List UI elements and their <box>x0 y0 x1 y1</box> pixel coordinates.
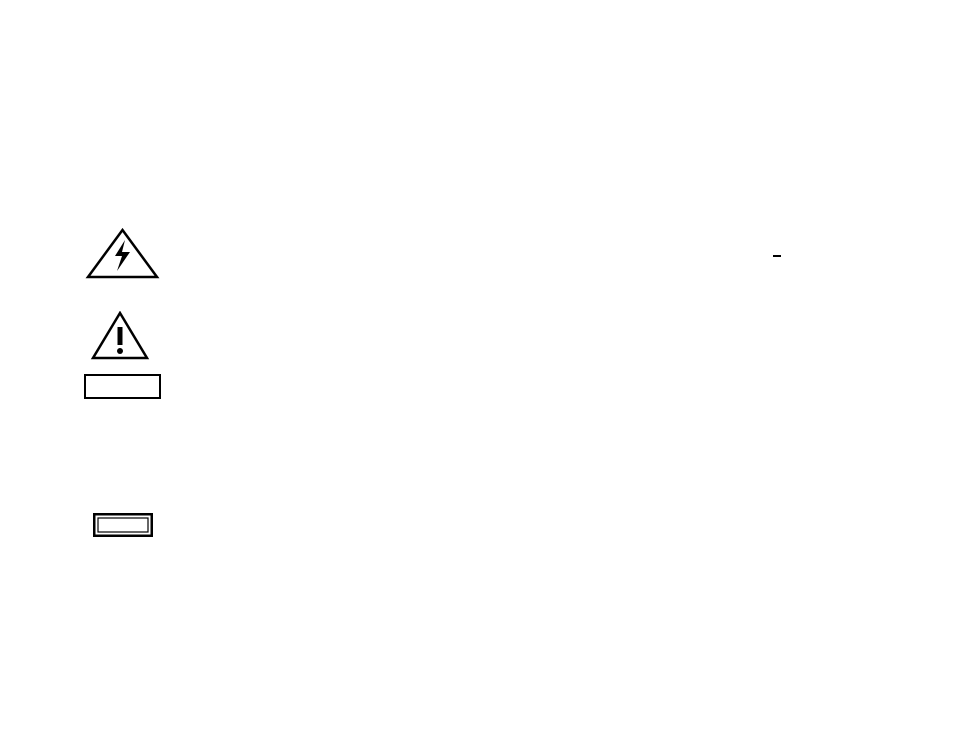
caution-warning-icon <box>90 311 150 361</box>
double-border-box-icon <box>93 513 153 537</box>
voltage-warning-icon <box>85 228 160 280</box>
single-border-box-icon <box>84 374 161 399</box>
dash-marker <box>773 255 781 257</box>
